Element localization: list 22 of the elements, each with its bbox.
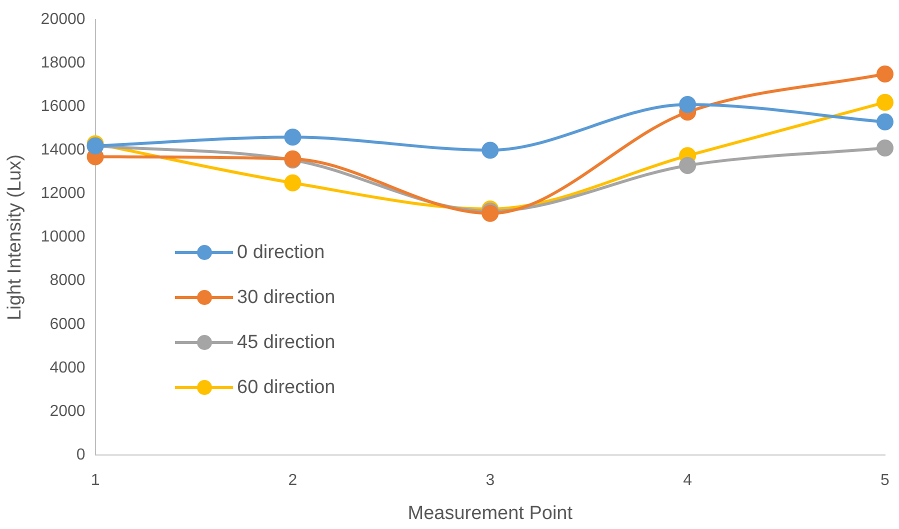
y-tick-label: 16000 (40, 98, 86, 116)
legend-label: 45 direction (237, 332, 336, 354)
y-tick-label: 4000 (50, 359, 86, 376)
x-tick-label: 4 (683, 472, 692, 490)
y-tick-label: 12000 (40, 185, 86, 202)
y-tick-label: 20000 (40, 11, 86, 28)
legend-label: 0 direction (237, 242, 325, 264)
y-axis-title: Light Intensity (Lux) (4, 154, 26, 320)
y-tick-label: 6000 (50, 316, 86, 333)
legend-label: 60 direction (237, 376, 336, 398)
y-tick-label: 8000 (50, 272, 86, 290)
y-tick-label: 2000 (50, 402, 86, 420)
x-tick-label: 3 (486, 472, 495, 490)
x-axis-title: Measurement Point (408, 502, 574, 524)
x-tick-label: 2 (288, 472, 298, 490)
x-tick-label: 1 (90, 472, 100, 490)
x-tick-label: 5 (880, 472, 890, 490)
legend-label: 30 direction (237, 286, 336, 308)
y-tick-label: 10000 (40, 228, 86, 246)
y-tick-label: 14000 (40, 142, 86, 159)
y-tick-label: 18000 (40, 54, 86, 72)
y-tick-label: 0 (76, 446, 86, 464)
